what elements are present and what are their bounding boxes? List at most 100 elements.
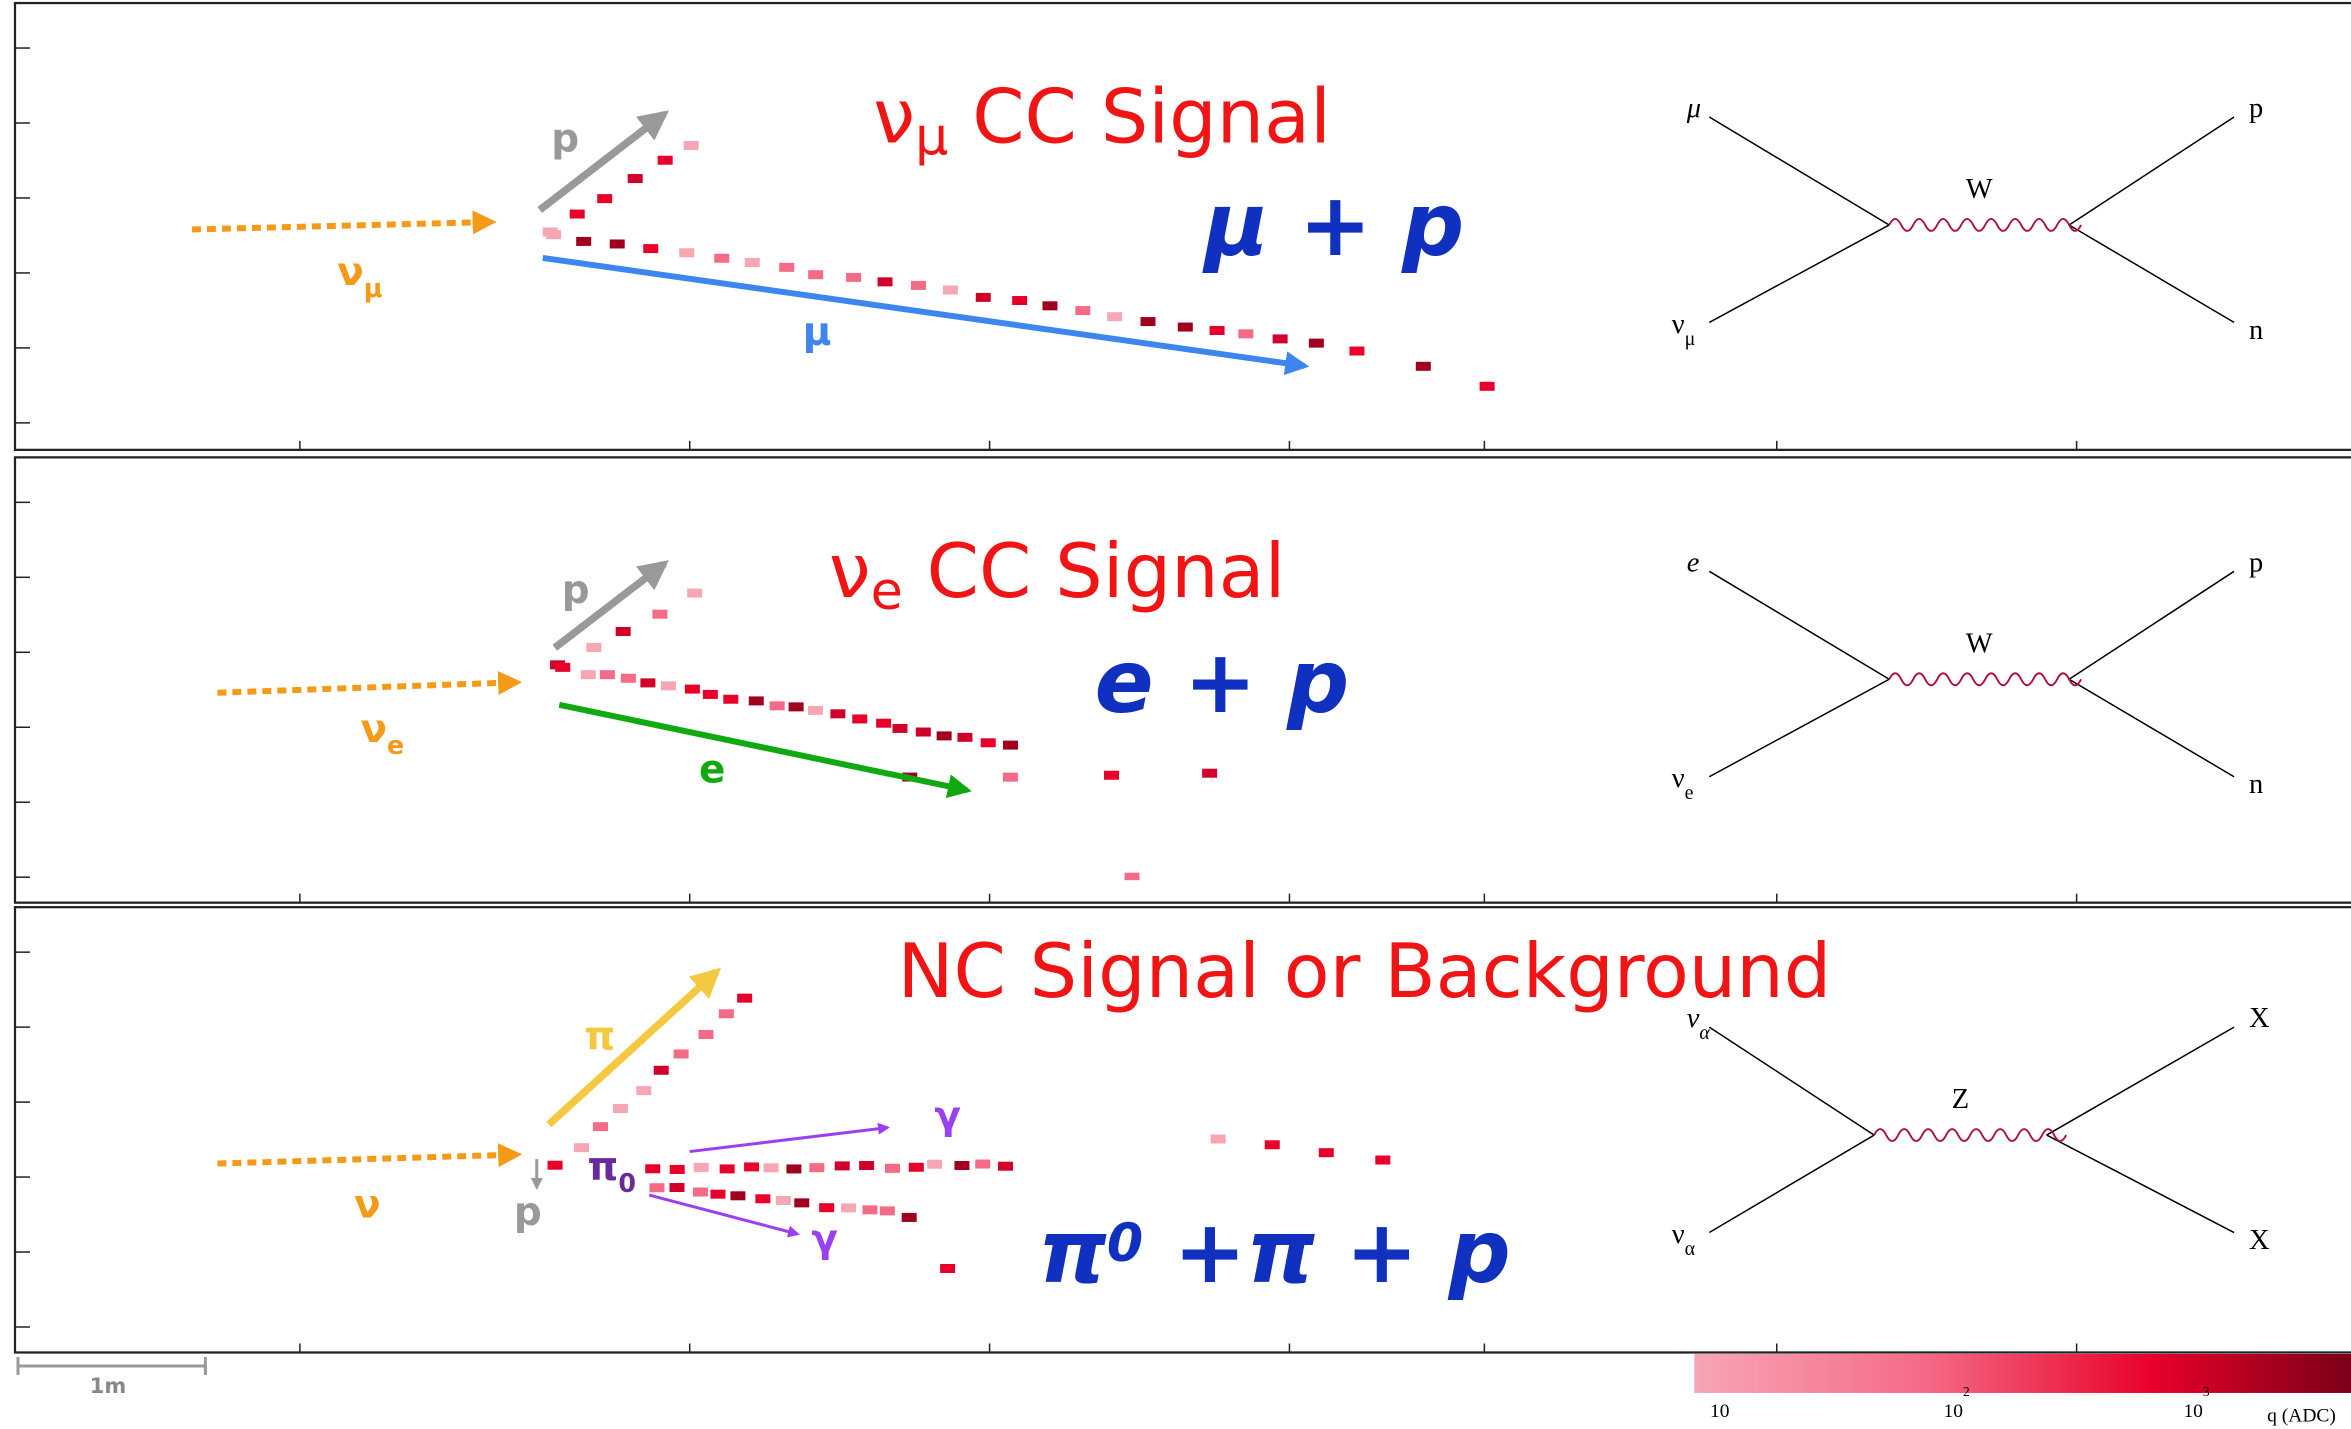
hit <box>876 719 891 728</box>
track-arrow <box>192 222 492 229</box>
hit <box>1416 362 1431 371</box>
hit <box>643 244 658 253</box>
feynman-label: Z <box>1952 1084 1969 1115</box>
hit <box>586 643 601 652</box>
hit <box>669 1183 684 1192</box>
colorbar-tick-label-sup: 3 <box>2203 1384 2210 1399</box>
hit <box>830 709 845 718</box>
track-arrow <box>217 682 517 692</box>
fermion-line <box>1709 225 1889 322</box>
track-label: νe <box>360 707 404 760</box>
hit <box>1211 1135 1226 1144</box>
feynman-label-base: ν <box>1672 763 1685 794</box>
hit <box>745 258 760 267</box>
hit <box>808 706 823 715</box>
hit <box>954 1161 969 1170</box>
hit <box>880 1206 895 1215</box>
hit <box>902 1213 917 1222</box>
feynman-label: να <box>1672 1219 1695 1260</box>
hit <box>1202 769 1217 778</box>
products: π0 +π + p <box>1038 1201 1511 1303</box>
hit <box>859 1161 874 1170</box>
hit <box>909 1163 924 1172</box>
page: {"panels":[ {"title":{"base":"ν","sub":"… <box>0 0 2351 1429</box>
track-arrow <box>559 705 967 790</box>
hit <box>1309 339 1324 348</box>
hit <box>593 1122 608 1131</box>
hit <box>841 1203 856 1212</box>
feynman-label-base: ν <box>1672 1219 1685 1250</box>
hit <box>652 610 667 619</box>
feynman-label: p <box>2249 93 2263 124</box>
hit <box>835 1161 850 1170</box>
colorbar-tick-label-base: 10 <box>2183 1401 2202 1422</box>
hit <box>940 1264 955 1273</box>
hit <box>693 1188 708 1197</box>
hit <box>737 994 752 1003</box>
boson-line <box>1889 673 2081 685</box>
hit <box>719 1009 734 1018</box>
hit <box>1238 329 1253 338</box>
hit <box>674 1049 689 1058</box>
products: e + p <box>1095 631 1350 733</box>
fermion-line <box>1709 1027 1874 1135</box>
fermion-line <box>1709 571 1889 679</box>
hit <box>1107 312 1122 321</box>
hit <box>597 194 612 203</box>
hit <box>710 1190 725 1199</box>
hit <box>1042 301 1057 310</box>
track-label: π0 <box>588 1145 636 1198</box>
feynman-label: n <box>2249 769 2263 800</box>
hit <box>654 1066 669 1075</box>
hit <box>616 627 631 636</box>
hit <box>687 589 702 598</box>
hit <box>892 724 907 733</box>
fermion-line <box>1709 117 1889 225</box>
colorbar-tick-label: 10 <box>1710 1401 1729 1422</box>
hit <box>819 1203 834 1212</box>
feynman-label: W <box>1966 174 1993 205</box>
feynman-label-sub: μ <box>1685 328 1696 350</box>
hit <box>600 670 615 679</box>
hit <box>636 1086 651 1095</box>
hit <box>789 702 804 711</box>
panel-title-rest: NC Signal or Background <box>897 927 1831 1015</box>
hit <box>776 1196 791 1205</box>
hit <box>862 1205 877 1214</box>
products: μ + p <box>1202 174 1465 276</box>
hit <box>610 239 625 248</box>
hit <box>770 701 785 710</box>
hit <box>878 277 893 286</box>
hit <box>755 1194 770 1203</box>
hit <box>645 1164 660 1173</box>
colorbar-tick-label-base: 10 <box>1944 1401 1963 1422</box>
hit <box>546 230 561 239</box>
panel-title-sub: μ <box>915 106 948 167</box>
hit <box>1480 382 1495 391</box>
hit <box>885 1164 900 1173</box>
track-arrow <box>549 972 717 1125</box>
feynman-label-base: ν <box>1687 1003 1700 1034</box>
boson-line <box>1874 1129 2066 1141</box>
feynman-label-sub: α <box>1699 1022 1710 1044</box>
hit <box>1003 741 1018 750</box>
hit <box>661 681 676 690</box>
fermion-line <box>2047 1135 2234 1232</box>
hit <box>1273 334 1288 343</box>
hit <box>658 156 673 165</box>
hit <box>957 733 972 742</box>
colorbar-tick-label-sup: 2 <box>1963 1384 1970 1399</box>
feynman-label: X <box>2249 1003 2270 1034</box>
feynman-label: νe <box>1672 763 1694 804</box>
hit <box>846 273 861 282</box>
hit <box>698 1030 713 1039</box>
hit <box>975 1160 990 1169</box>
hit <box>581 670 596 679</box>
hit <box>1319 1148 1334 1157</box>
panel-title-base: ν <box>829 527 871 615</box>
hit <box>927 1160 942 1169</box>
products-rest: +π + p <box>1143 1201 1511 1303</box>
hit <box>852 714 867 723</box>
track-label: p <box>562 568 590 613</box>
hit <box>621 674 636 683</box>
